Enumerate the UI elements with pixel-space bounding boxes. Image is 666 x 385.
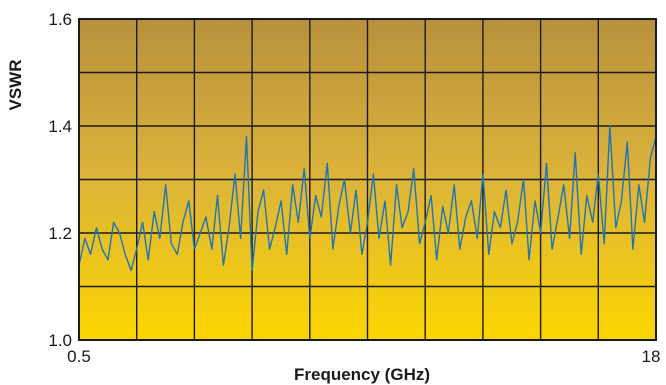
y-axis-title: VSWR — [6, 60, 25, 111]
x-tick-label: 18 — [642, 347, 661, 366]
y-tick-label: 1.2 — [48, 224, 72, 243]
x-tick-label: 0.5 — [67, 347, 91, 366]
y-tick-label: 1.6 — [48, 10, 72, 29]
y-tick-label: 1.4 — [48, 117, 72, 136]
x-axis-title: Frequency (GHz) — [294, 365, 430, 384]
